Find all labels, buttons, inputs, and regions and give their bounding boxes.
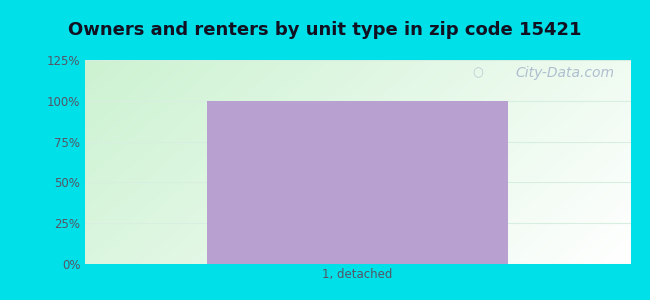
Bar — [207, 101, 508, 264]
Text: ○: ○ — [472, 66, 483, 79]
Text: Owners and renters by unit type in zip code 15421: Owners and renters by unit type in zip c… — [68, 21, 582, 39]
Text: City-Data.com: City-Data.com — [515, 66, 614, 80]
